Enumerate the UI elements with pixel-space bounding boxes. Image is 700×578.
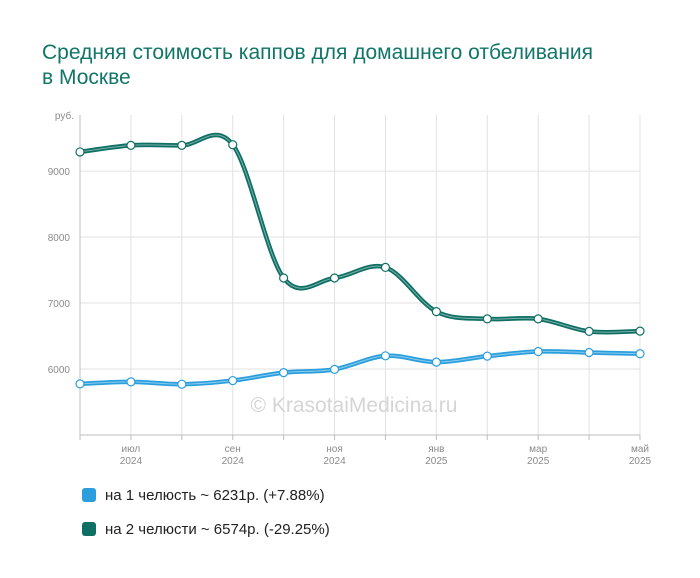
data-point-series-2-5[interactable] xyxy=(329,273,340,283)
data-point-series-1-4[interactable] xyxy=(279,368,289,378)
series-line-1 xyxy=(77,349,643,387)
data-point-series-2-9[interactable] xyxy=(533,314,543,324)
data-point-series-2-7[interactable] xyxy=(431,307,441,317)
chart-title: Средняя стоимость каппов для домашнего о… xyxy=(42,41,594,89)
x-tick-label-year: 2024 xyxy=(120,456,143,467)
x-tick-label-month: янв xyxy=(428,444,444,455)
y-tick-label: 8000 xyxy=(48,233,71,244)
legend-swatch-series-1 xyxy=(82,488,96,502)
data-point-series-1-1[interactable] xyxy=(126,377,136,387)
data-point-series-2-0[interactable] xyxy=(75,147,85,157)
legend-label-series-2: на 2 челюсти ~ 6574р. (-29.25%) xyxy=(105,520,330,538)
data-point-series-1-7[interactable] xyxy=(431,357,441,367)
data-point-series-2-6[interactable] xyxy=(380,262,391,273)
data-point-series-1-9[interactable] xyxy=(533,346,543,357)
x-tick-label-month: сен xyxy=(225,444,241,455)
legend-item-series-2[interactable]: на 2 челюсти ~ 6574р. (-29.25%) xyxy=(82,518,330,540)
series-1-stroke xyxy=(77,349,643,387)
axes: 6000700080009000руб.июл2024сен2024ноя202… xyxy=(48,110,652,467)
data-point-series-1-10[interactable] xyxy=(584,347,594,358)
x-tick-label-month: июл xyxy=(122,444,141,455)
legend-item-series-1[interactable]: на 1 челюсть ~ 6231р. (+7.88%) xyxy=(82,484,330,506)
x-tick-label-year: 2024 xyxy=(323,456,346,467)
y-tick-label: 9000 xyxy=(48,167,71,178)
data-point-series-2-4[interactable] xyxy=(279,273,289,283)
x-tick-label-month: мар xyxy=(529,444,547,455)
x-tick-label-year: 2025 xyxy=(629,456,652,467)
y-tick-label: 7000 xyxy=(48,299,71,310)
data-point-series-2-2[interactable] xyxy=(177,140,187,150)
data-point-series-1-11[interactable] xyxy=(635,349,645,359)
data-point-series-2-8[interactable] xyxy=(482,314,492,324)
data-points xyxy=(75,140,645,389)
x-tick-label-year: 2025 xyxy=(425,456,448,467)
legend-swatch-series-2 xyxy=(82,522,96,536)
data-point-series-1-5[interactable] xyxy=(329,364,340,374)
data-point-series-1-6[interactable] xyxy=(380,351,391,361)
x-tick-label-year: 2025 xyxy=(527,456,550,467)
data-point-series-2-10[interactable] xyxy=(584,326,594,337)
data-point-series-1-3[interactable] xyxy=(228,375,238,386)
series-1-highlight xyxy=(79,350,641,385)
data-point-series-1-2[interactable] xyxy=(177,379,187,389)
watermark: © KrasotaiMedicina.ru xyxy=(251,394,458,417)
data-point-series-2-1[interactable] xyxy=(126,140,136,150)
data-point-series-2-11[interactable] xyxy=(635,326,645,336)
data-point-series-1-8[interactable] xyxy=(482,351,492,361)
x-tick-label-year: 2024 xyxy=(222,456,245,467)
legend-label-series-1: на 1 челюсть ~ 6231р. (+7.88%) xyxy=(105,486,325,504)
x-tick-label-month: май xyxy=(631,444,649,455)
data-point-series-2-3[interactable] xyxy=(228,140,238,150)
x-tick-label-month: ноя xyxy=(326,444,343,455)
series-lines xyxy=(77,132,643,387)
data-point-series-1-0[interactable] xyxy=(75,379,85,389)
legend: на 1 челюсть ~ 6231р. (+7.88%) на 2 челю… xyxy=(82,484,330,552)
grid xyxy=(79,115,641,435)
y-axis-unit-label: руб. xyxy=(55,110,74,122)
y-tick-label: 6000 xyxy=(48,365,71,376)
